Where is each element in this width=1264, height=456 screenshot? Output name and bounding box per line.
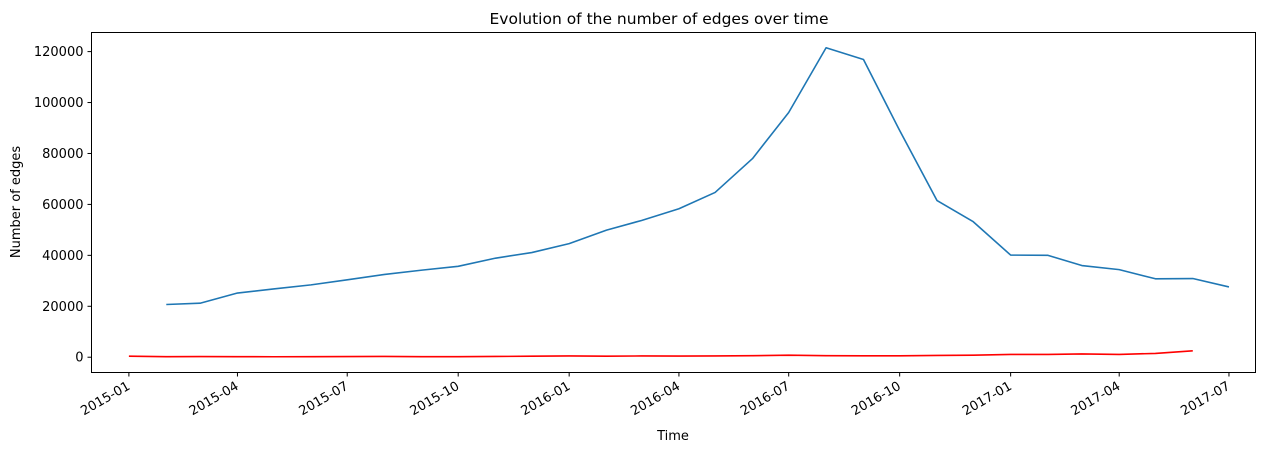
x-tick-label: 2015-01	[78, 379, 133, 419]
y-axis: 0 20000 40000 60000 80000 100000 120000	[34, 45, 92, 366]
x-tick-label: 2015-04	[187, 379, 242, 419]
series-line-2	[128, 350, 1193, 358]
x-axis-label: Time	[656, 429, 689, 444]
y-tick-label: 60000	[42, 198, 83, 213]
x-tick-label: 2016-04	[628, 379, 683, 419]
y-axis-label: Number of edges	[9, 146, 24, 259]
x-tick-label: 2017-04	[1069, 379, 1124, 419]
x-tick-label: 2016-10	[849, 379, 904, 419]
x-tick-label: 2017-01	[960, 379, 1015, 419]
y-tick-label: 0	[75, 351, 83, 366]
plot-frame	[91, 32, 1256, 373]
y-tick-label: 20000	[42, 300, 83, 315]
x-tick-label: 2016-01	[519, 379, 574, 419]
chart-title: Evolution of the number of edges over ti…	[490, 10, 829, 28]
y-tick-label: 40000	[42, 249, 83, 264]
x-tick-label: 2015-07	[297, 379, 352, 419]
series-line-1	[166, 46, 1230, 306]
x-tick-label: 2016-07	[738, 379, 793, 419]
y-tick-label: 80000	[42, 147, 83, 162]
y-tick-label: 120000	[34, 45, 84, 60]
y-tick-label: 100000	[34, 96, 84, 111]
x-tick-label: 2017-07	[1178, 379, 1233, 419]
x-tick-label: 2015-10	[408, 379, 463, 419]
plot-lines	[128, 46, 1230, 358]
x-axis: 2015-01 2015-04 2015-07 2015-10 2016-01 2016-…	[78, 372, 1233, 419]
